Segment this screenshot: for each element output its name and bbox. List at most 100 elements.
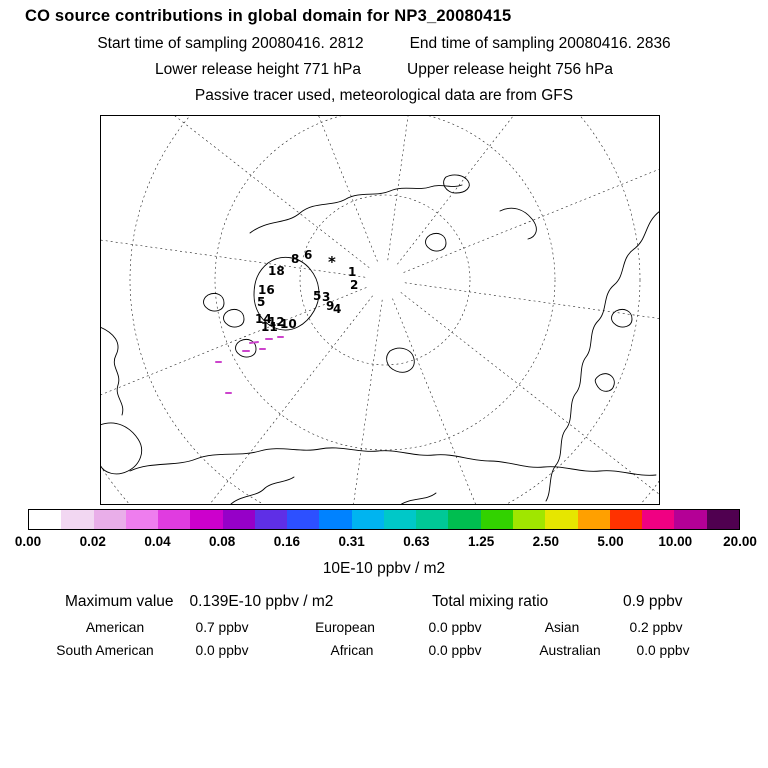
meridian-line	[208, 295, 373, 505]
page-title: CO source contributions in global domain…	[25, 7, 512, 25]
region-value-south-american: 0.0 ppbv	[195, 643, 249, 658]
trajectory-day-label: 1	[348, 265, 356, 279]
trajectory-day-label: 12	[268, 315, 285, 329]
colorbar-segment	[190, 510, 223, 529]
trajectory-day-label: 4	[333, 302, 341, 316]
colorbar-segment	[254, 510, 288, 529]
contributions-row-1: American 0.7 ppbv European 0.0 ppbv Asia…	[0, 620, 768, 638]
colorbar-segment	[674, 510, 707, 529]
trajectory-day-label: 5	[313, 289, 321, 303]
colorbar-tick-label: 0.31	[338, 534, 365, 549]
colorbar-segment	[125, 510, 159, 529]
region-label-american: American	[85, 620, 145, 635]
coastlines	[100, 174, 660, 505]
colorbar-tick-label: 1.25	[467, 534, 495, 549]
colorbar-segment	[29, 510, 62, 529]
meridian-line	[173, 115, 370, 268]
trajectory-day-label: 11	[261, 320, 278, 334]
graticule-lines	[100, 115, 660, 505]
maximum-value: Maximum value 0.139E-10 ppbv / m2	[65, 593, 333, 611]
trajectory-day-label: 16	[258, 283, 275, 297]
total-mixing-ratio-label: Total mixing ratio	[432, 593, 549, 610]
trajectory-day-label: 14	[255, 312, 272, 326]
sampling-times-line: Start time of sampling 20080416. 2812 En…	[0, 35, 768, 53]
polar-map: 6 8 1 18 2 16 5 5 3 9 4 14 12 10 11 *	[100, 115, 660, 505]
latitude-circle	[214, 115, 556, 451]
region-value-european: 0.0 ppbv	[428, 620, 482, 635]
colorbar-tick-label: 0.08	[209, 534, 236, 549]
region-value-american: 0.7 ppbv	[195, 620, 249, 635]
meridian-line	[318, 115, 378, 262]
colorbar-tick-label: 10.00	[658, 534, 693, 549]
tracer-note-text: Passive tracer used, meteorological data…	[194, 87, 574, 104]
colorbar-segment	[158, 510, 191, 529]
latitude-circle	[129, 115, 641, 505]
tracer-note-line: Passive tracer used, meteorological data…	[0, 87, 768, 105]
colorbar-segment	[706, 510, 739, 529]
meridian-line	[387, 115, 409, 261]
release-point-marker: *	[328, 253, 336, 271]
region-value-asian: 0.2 ppbv	[629, 620, 683, 635]
trajectory-day-label: 3	[322, 290, 330, 304]
colorbar-segment	[480, 510, 513, 529]
colorbar-tick-label: 5.00	[597, 534, 624, 549]
colorbar-tick-label: 20.00	[723, 534, 757, 549]
colorbar-segment	[545, 510, 578, 529]
total-mixing-ratio-value: 0.9 ppbv	[623, 593, 683, 610]
contribution-pixels	[215, 336, 284, 394]
colorbar-tick-label: 0.02	[79, 534, 106, 549]
upper-release-text: Upper release height 756 hPa	[407, 61, 613, 78]
region-label-australian: Australian	[539, 643, 601, 658]
colorbar-segment	[61, 510, 94, 529]
meridian-line	[353, 299, 383, 505]
contributions-row-2: South American 0.0 ppbv African 0.0 ppbv…	[0, 643, 768, 661]
colorbar-segment	[512, 510, 546, 529]
colorbar-tick-label: 0.04	[144, 534, 171, 549]
meridian-line	[100, 239, 366, 278]
colorbar-ticks: 0.00 0.02 0.04 0.08 0.16 0.31 0.63 1.25 2.50 5.00…	[15, 534, 757, 552]
meridian-line	[400, 292, 660, 496]
region-label-south-american: South American	[56, 643, 154, 658]
trajectory-day-label: 6	[304, 248, 312, 262]
region-value-australian: 0.0 ppbv	[636, 643, 690, 658]
trajectory-day-label: 10	[280, 317, 297, 331]
colorbar-segment	[642, 510, 675, 529]
colorbar-segment	[448, 510, 481, 529]
colorbar-segment	[93, 510, 126, 529]
meridian-line	[403, 168, 660, 273]
region-label-african: African	[330, 643, 374, 658]
trajectory-day-label: 9	[326, 299, 334, 313]
maximum-value-label: Maximum value	[65, 593, 174, 610]
trajectory-day-label: 2	[350, 278, 358, 292]
colorbar-units-label: 10E-10 ppbv / m2	[322, 560, 446, 577]
latitude-circle	[100, 464, 660, 505]
end-time-text: End time of sampling 20080416. 2836	[409, 35, 671, 52]
colorbar-segment	[383, 510, 417, 529]
trajectory-day-label: 18	[268, 264, 285, 278]
release-heights-line: Lower release height 771 hPa Upper relea…	[0, 61, 768, 79]
region-label-european: European	[315, 620, 375, 635]
colorbar-tick-label: 0.00	[14, 534, 42, 549]
colorbar-tick-label: 0.16	[273, 534, 301, 549]
colorbar-segment	[416, 510, 449, 529]
colorbar-segment	[287, 510, 320, 529]
map-frame	[100, 115, 660, 505]
colorbar-tick-label: 0.63	[403, 534, 430, 549]
meridian-line	[404, 282, 660, 319]
maximum-value-number: 0.139E-10 ppbv / m2	[189, 593, 334, 610]
start-time-text: Start time of sampling 20080416. 2812	[97, 35, 364, 52]
colorbar-segment	[609, 510, 643, 529]
colorbar-segment	[319, 510, 352, 529]
contribution-pixel	[249, 341, 259, 344]
region-value-african: 0.0 ppbv	[428, 643, 482, 658]
colorbar	[28, 509, 740, 530]
colorbar-segment	[351, 510, 384, 529]
trajectory-day-label: 8	[291, 252, 299, 266]
latitude-circle	[299, 194, 471, 366]
colorbar-tick-label: 2.50	[532, 534, 559, 549]
colorbar-segment	[222, 510, 255, 529]
region-label-asian: Asian	[544, 620, 580, 635]
